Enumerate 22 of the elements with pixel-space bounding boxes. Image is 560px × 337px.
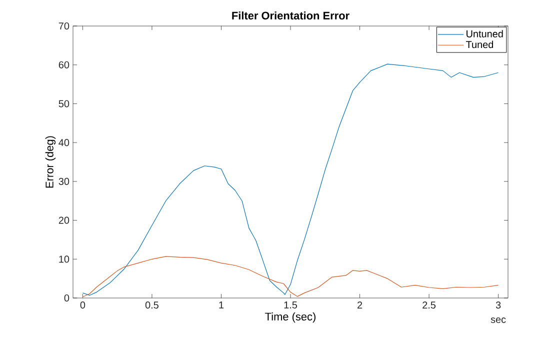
y-tick-label: 50: [58, 100, 70, 108]
y-tick-label: 20: [58, 216, 70, 224]
y-tick-label: 40: [58, 139, 70, 146]
x-tick-label: 1.5: [284, 302, 298, 308]
y-tick-label: 60: [58, 61, 70, 68]
legend-label: Untuned: [466, 30, 503, 38]
x-tick-label: 2.5: [422, 302, 436, 309]
x-tick-label: 0.5: [145, 302, 158, 309]
chart-title: Filter Orientation Error: [232, 11, 350, 20]
y-tick-label: 10: [59, 256, 70, 263]
y-tick-label: 70: [58, 22, 70, 30]
x-tick-label: 1: [219, 302, 224, 308]
y-tick-label: 30: [58, 178, 70, 185]
text: sec: [490, 318, 506, 323]
y-tick-label: 0: [64, 294, 70, 302]
y-axis-title: Error (deg): [45, 136, 56, 188]
line-series: [82, 256, 499, 298]
x-tick-label: 3: [496, 302, 501, 309]
x-tick-label: 2: [358, 302, 362, 308]
x-axis-title: Time (sec): [265, 312, 316, 323]
x-tick-label: 0: [80, 302, 86, 309]
legend-label: Tuned: [466, 40, 494, 48]
